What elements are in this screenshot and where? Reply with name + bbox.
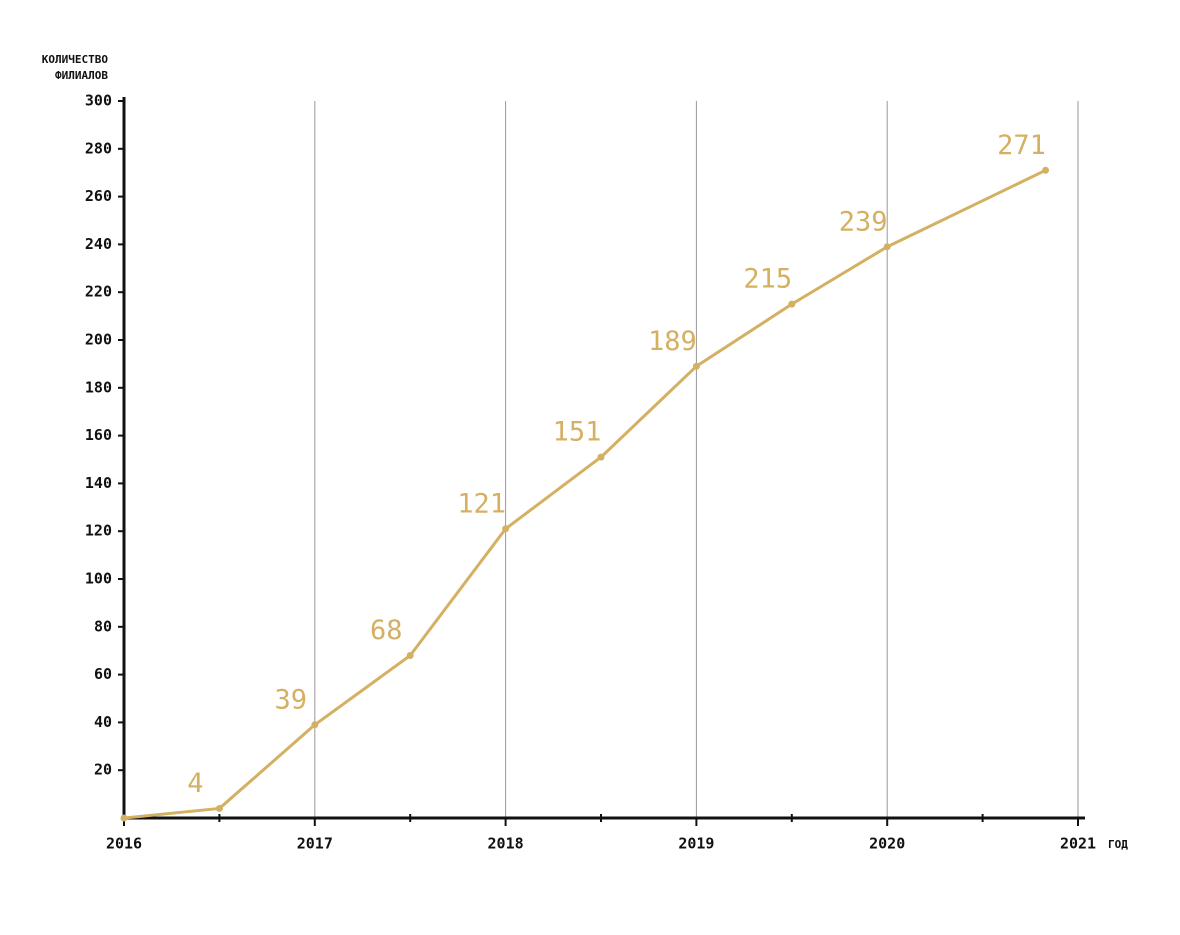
y-tick-label: 280 <box>85 139 112 157</box>
x-tick-label: 2021 <box>1060 835 1096 853</box>
x-tick-label: 2017 <box>297 835 333 853</box>
point <box>215 804 223 812</box>
x-tick-label: 2018 <box>488 835 524 853</box>
value-label: 121 <box>457 488 506 519</box>
point <box>692 362 700 370</box>
y-tick-label: 80 <box>94 617 112 635</box>
value-label: 271 <box>997 130 1046 161</box>
y-tick-label: 220 <box>85 283 112 301</box>
point <box>406 651 414 659</box>
y-tick-label: 140 <box>85 474 112 492</box>
x-tick-label: 2020 <box>869 835 905 853</box>
y-tick-label: 160 <box>85 426 112 444</box>
y-tick-label: 200 <box>85 331 112 349</box>
value-label: 239 <box>839 206 888 237</box>
y-axis-label: ФИЛИАЛОВ <box>55 69 108 82</box>
x-tick-label: 2016 <box>106 835 142 853</box>
line <box>123 168 1047 820</box>
y-tick-label: 60 <box>94 665 112 683</box>
y-tick-label: 120 <box>85 522 112 540</box>
point <box>788 300 796 308</box>
point <box>502 525 510 533</box>
y-axis-label: КОЛИЧЕСТВО <box>42 53 109 66</box>
value-label: 189 <box>648 326 697 357</box>
y-tick-label: 300 <box>85 92 112 110</box>
value-label: 151 <box>553 417 602 448</box>
x-axis-label: ГОД <box>1108 838 1128 851</box>
y-tick-label: 40 <box>94 713 112 731</box>
value-label: 39 <box>275 684 308 715</box>
y-tick-label: 100 <box>85 570 112 588</box>
point <box>311 721 319 729</box>
x-tick-label: 2019 <box>678 835 714 853</box>
point <box>1042 166 1050 174</box>
value-label: 215 <box>743 264 792 295</box>
y-tick-label: 260 <box>85 187 112 205</box>
point <box>883 243 891 251</box>
y-tick-label: 20 <box>94 761 112 779</box>
y-tick-label: 180 <box>85 378 112 396</box>
point <box>597 453 605 461</box>
point <box>120 814 128 822</box>
y-tick-label: 240 <box>85 235 112 253</box>
value-label: 68 <box>370 615 403 646</box>
value-label: 4 <box>187 768 203 799</box>
